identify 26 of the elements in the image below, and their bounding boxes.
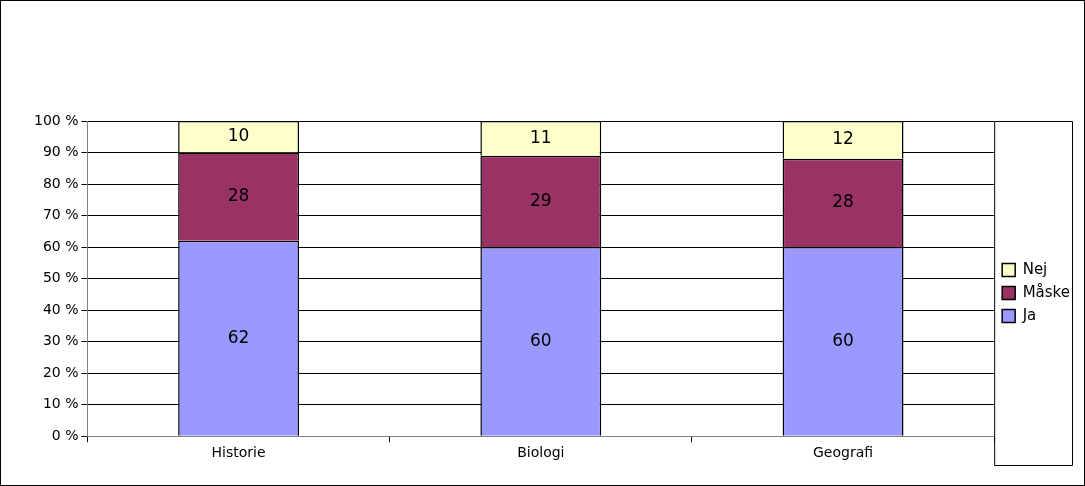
data-label: 29 [530,189,552,210]
data-label: 12 [832,128,854,149]
y-tick-label: 60 % [42,237,79,254]
y-tick-label: 70 % [42,206,79,223]
y-tick-label: 10 % [42,395,79,412]
y-tick-label: 0 % [51,426,79,443]
data-label: 28 [832,191,854,212]
y-tick-label: 80 % [42,174,79,191]
legend-label: Nej [1022,259,1048,278]
y-tick-label: 90 % [42,143,79,160]
x-tick-label: Historie [211,444,266,461]
y-tick-label: 50 % [42,269,79,286]
data-label: 60 [530,329,552,350]
data-label: 10 [227,125,250,146]
x-tick-label: Geografi [813,444,874,461]
data-label: 11 [530,126,552,147]
y-tick-label: 40 % [42,300,79,317]
data-label: 28 [227,185,250,206]
y-tick-label: 100 % [33,111,79,128]
legend-label: Måske [1022,282,1071,301]
data-label: 62 [227,326,250,347]
legend-label: Ja [1021,305,1037,324]
x-tick-label: Biologi [517,444,565,461]
y-tick-label: 30 % [42,332,79,349]
data-label: 60 [832,329,854,350]
y-tick-label: 20 % [42,363,79,380]
